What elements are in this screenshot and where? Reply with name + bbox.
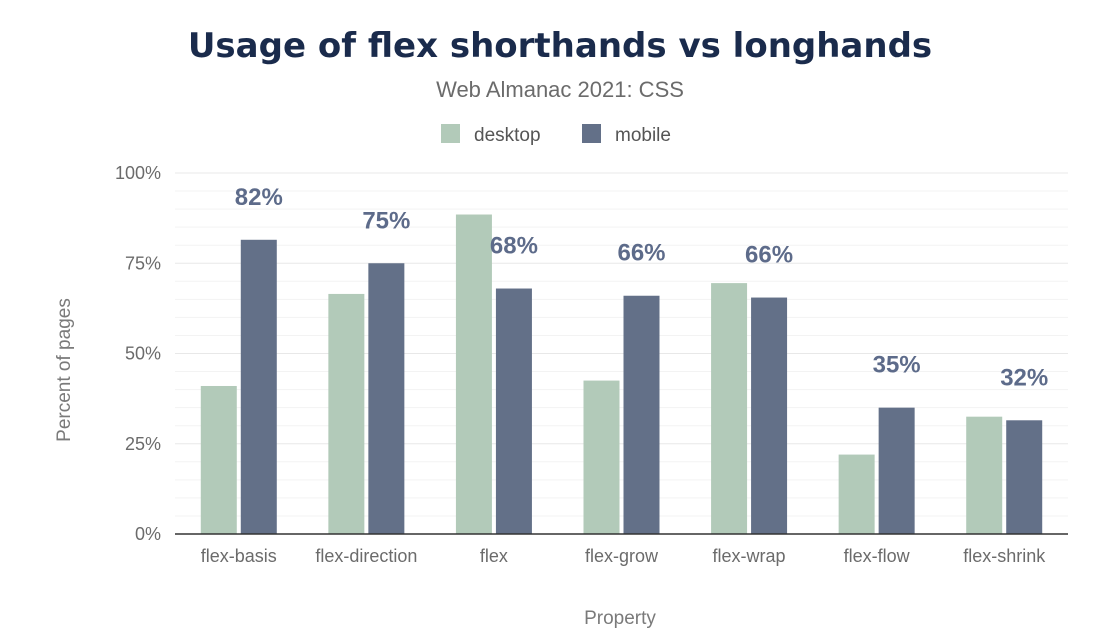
bar-desktop-flex-flow bbox=[838, 454, 875, 534]
bar-mobile-flex-shrink bbox=[1006, 420, 1043, 534]
x-tick-label: flex-grow bbox=[585, 546, 659, 566]
bar-mobile-flex-grow bbox=[623, 295, 660, 534]
y-axis-ticks: 0% 25% 50% 75% 100% bbox=[115, 163, 161, 544]
y-tick-label: 0% bbox=[135, 524, 161, 544]
x-tick-label: flex-wrap bbox=[713, 546, 786, 566]
bar-desktop-flex bbox=[455, 214, 492, 534]
chart-title: Usage of flex shorthands vs longhands bbox=[188, 26, 932, 66]
chart-subtitle: Web Almanac 2021: CSS bbox=[436, 77, 684, 102]
x-tick-label: flex-shrink bbox=[963, 546, 1046, 566]
x-axis-ticks: flex-basis flex-direction flex flex-grow fle… bbox=[201, 546, 1046, 566]
data-label-mobile-flex-shrink: 32% bbox=[1000, 364, 1048, 391]
bar-desktop-flex-grow bbox=[583, 380, 620, 534]
bar-desktop-flex-shrink bbox=[966, 416, 1003, 534]
data-label-mobile-flex-grow: 66% bbox=[617, 240, 665, 267]
bar-desktop-flex-wrap bbox=[711, 283, 748, 534]
legend-label-desktop: desktop bbox=[474, 125, 541, 146]
bar-mobile-flex bbox=[495, 288, 532, 534]
y-tick-label: 75% bbox=[125, 253, 161, 273]
y-tick-label: 100% bbox=[115, 163, 161, 183]
data-label-mobile-flex-direction: 75% bbox=[362, 207, 410, 234]
legend-label-mobile: mobile bbox=[615, 125, 671, 146]
x-tick-label: flex-direction bbox=[315, 546, 417, 566]
data-label-mobile-flex-flow: 35% bbox=[873, 352, 921, 379]
data-labels: 82% 75% 68% 66% 66% 35% 32% bbox=[235, 184, 1048, 392]
bar-mobile-flex-flow bbox=[878, 407, 915, 534]
bars bbox=[200, 214, 1043, 534]
y-axis-label: Percent of pages bbox=[54, 298, 75, 442]
data-label-mobile-flex-basis: 82% bbox=[235, 184, 283, 211]
legend-swatch-mobile bbox=[582, 124, 601, 143]
legend: desktop mobile bbox=[441, 124, 671, 146]
x-axis-label: Property bbox=[584, 608, 656, 629]
y-tick-label: 50% bbox=[125, 344, 161, 364]
x-tick-label: flex-flow bbox=[844, 546, 911, 566]
gridlines bbox=[175, 172, 1068, 517]
data-label-mobile-flex: 68% bbox=[490, 233, 538, 260]
y-tick-label: 25% bbox=[125, 434, 161, 454]
bar-mobile-flex-basis bbox=[240, 239, 277, 534]
bar-desktop-flex-basis bbox=[200, 385, 237, 534]
x-tick-label: flex bbox=[480, 546, 508, 566]
x-tick-label: flex-basis bbox=[201, 546, 277, 566]
legend-swatch-desktop bbox=[441, 124, 460, 143]
bar-mobile-flex-direction bbox=[368, 263, 405, 534]
bar-mobile-flex-wrap bbox=[751, 297, 788, 534]
bar-desktop-flex-direction bbox=[328, 293, 365, 534]
data-label-mobile-flex-wrap: 66% bbox=[745, 242, 793, 269]
